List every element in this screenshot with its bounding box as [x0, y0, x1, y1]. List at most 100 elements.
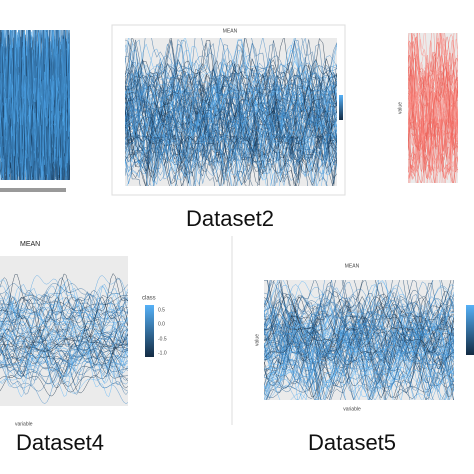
- x-axis-label: variable: [343, 406, 361, 412]
- curve: [125, 47, 337, 139]
- caption: Dataset2: [186, 206, 274, 231]
- curve: [408, 37, 458, 154]
- curve: [125, 84, 337, 174]
- legend-bar: [145, 305, 154, 357]
- curve: [408, 72, 458, 157]
- curve: [0, 283, 128, 320]
- curve: [0, 323, 128, 353]
- curve: [125, 86, 337, 137]
- curve: [0, 295, 128, 317]
- legend-label: 0.0: [158, 321, 165, 327]
- curve: [0, 30, 70, 122]
- curve: [264, 326, 454, 366]
- curve: [264, 280, 454, 374]
- curve: [264, 300, 454, 332]
- curve: [0, 329, 128, 372]
- curves: [0, 30, 458, 404]
- curve: [408, 65, 458, 180]
- curve: [125, 38, 337, 130]
- curve: [125, 92, 337, 161]
- curve: [0, 336, 128, 352]
- curve: [264, 296, 454, 361]
- curve-group: [125, 38, 337, 186]
- curve: [125, 84, 337, 126]
- curve: [264, 338, 454, 400]
- curve: [264, 296, 454, 362]
- curve: [0, 324, 128, 378]
- curve: [0, 352, 128, 393]
- curve: [264, 344, 454, 382]
- curve-group: [0, 273, 128, 404]
- curve: [125, 113, 337, 173]
- panel-title: MEAN: [345, 263, 360, 269]
- curve: [265, 336, 454, 400]
- curve: [0, 286, 128, 317]
- curve: [125, 127, 337, 163]
- curve: [0, 325, 128, 356]
- curve: [0, 328, 128, 384]
- curve: [0, 335, 128, 352]
- curve: [0, 323, 128, 339]
- curve: [264, 311, 454, 359]
- curve: [264, 315, 454, 357]
- curve: [0, 87, 70, 180]
- curve: [264, 345, 454, 389]
- curve: [264, 330, 454, 356]
- curve: [125, 134, 337, 164]
- curve: [125, 83, 337, 112]
- curve: [264, 280, 454, 349]
- curve-group: [408, 33, 458, 183]
- legend-bar: [466, 305, 474, 355]
- curve: [264, 280, 452, 359]
- curve: [0, 279, 128, 333]
- curve: [408, 122, 458, 183]
- curve: [267, 280, 454, 359]
- curve: [265, 322, 454, 400]
- curve: [266, 340, 450, 400]
- curve: [125, 94, 337, 155]
- curve: [125, 38, 337, 120]
- curve: [0, 317, 128, 348]
- curve: [264, 323, 454, 360]
- curve: [0, 34, 70, 180]
- curve: [125, 100, 337, 186]
- curve: [408, 52, 458, 135]
- panel-title: MEAN: [20, 241, 40, 248]
- curve: [0, 337, 128, 385]
- curve: [125, 65, 337, 90]
- curve: [264, 320, 454, 355]
- curve: [125, 123, 337, 176]
- curve: [0, 303, 128, 366]
- curve: [0, 69, 70, 180]
- curve: [264, 349, 454, 399]
- curve-group: [0, 30, 70, 180]
- curve: [126, 117, 337, 186]
- curve: [125, 57, 337, 119]
- curve: [125, 86, 337, 120]
- curve: [0, 108, 70, 180]
- curve: [264, 284, 454, 374]
- curve: [0, 327, 128, 346]
- curve: [125, 82, 337, 164]
- curve-group: [264, 280, 454, 400]
- curve: [0, 285, 128, 320]
- curve: [0, 296, 128, 342]
- curve: [125, 63, 337, 93]
- curve: [0, 345, 128, 378]
- curve: [0, 345, 128, 404]
- caption: Dataset4: [16, 430, 104, 455]
- curve: [0, 273, 128, 338]
- curve: [125, 117, 337, 165]
- curve: [264, 321, 454, 390]
- curve: [0, 330, 128, 364]
- panel-title: MEAN: [223, 28, 238, 34]
- curve: [0, 337, 128, 364]
- curve: [125, 39, 337, 127]
- curve: [264, 343, 454, 376]
- curve: [0, 349, 128, 377]
- curve: [125, 62, 337, 115]
- y-axis-label: value: [254, 334, 260, 346]
- curve: [264, 332, 454, 400]
